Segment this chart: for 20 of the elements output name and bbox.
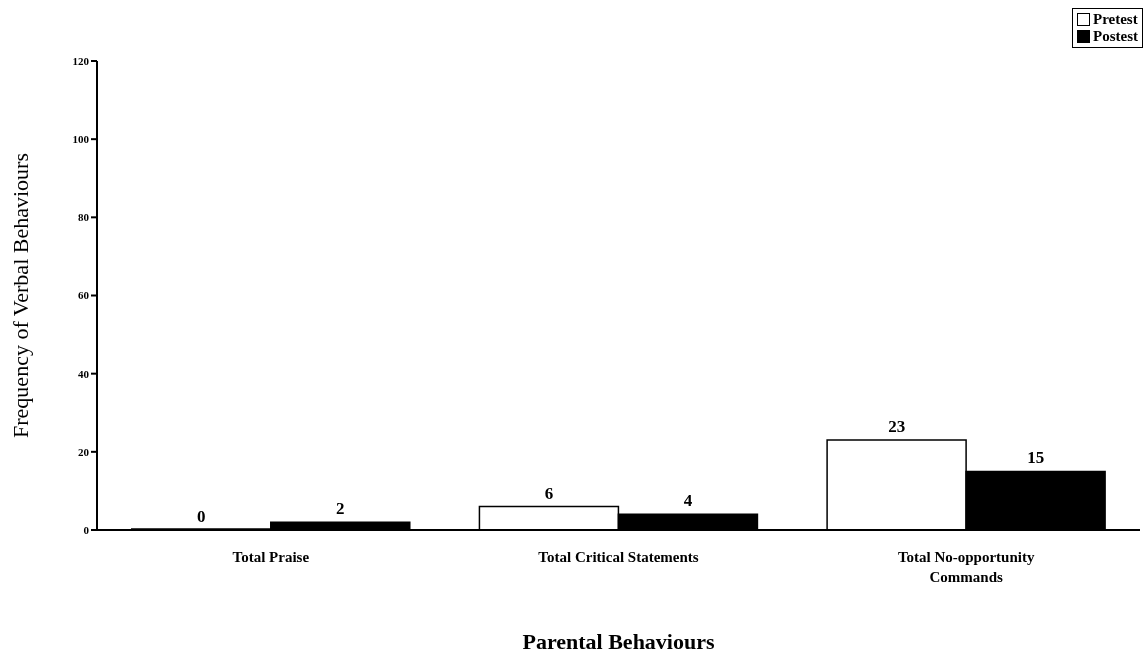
data-label: 15 [1027, 448, 1045, 468]
x-tick-label: Total Critical Statements [538, 549, 699, 565]
y-tick-label: 20 [78, 445, 90, 458]
y-tick-label: 100 [72, 133, 90, 146]
x-axis-title: Parental Behaviours [522, 629, 715, 654]
data-label: 6 [544, 483, 554, 503]
x-tick-label: Total Praise [232, 549, 310, 565]
data-label: 4 [683, 491, 693, 511]
y-tick-label: 120 [72, 54, 90, 67]
data-label: 2 [336, 499, 345, 519]
legend-label: Pretest [1093, 11, 1138, 28]
y-tick-label: 40 [78, 367, 90, 380]
y-tick-label: 60 [78, 289, 90, 302]
y-axis-title: Frequency of Verbal Behaviours [7, 153, 33, 438]
data-label: 23 [888, 417, 906, 437]
y-tick-label: 80 [78, 211, 90, 224]
x-tick-label: Total No-opportunity Commands [897, 549, 1035, 585]
data-label: 0 [197, 507, 206, 526]
legend-label: Postest [1093, 28, 1138, 45]
y-tick-label: 0 [83, 523, 90, 536]
